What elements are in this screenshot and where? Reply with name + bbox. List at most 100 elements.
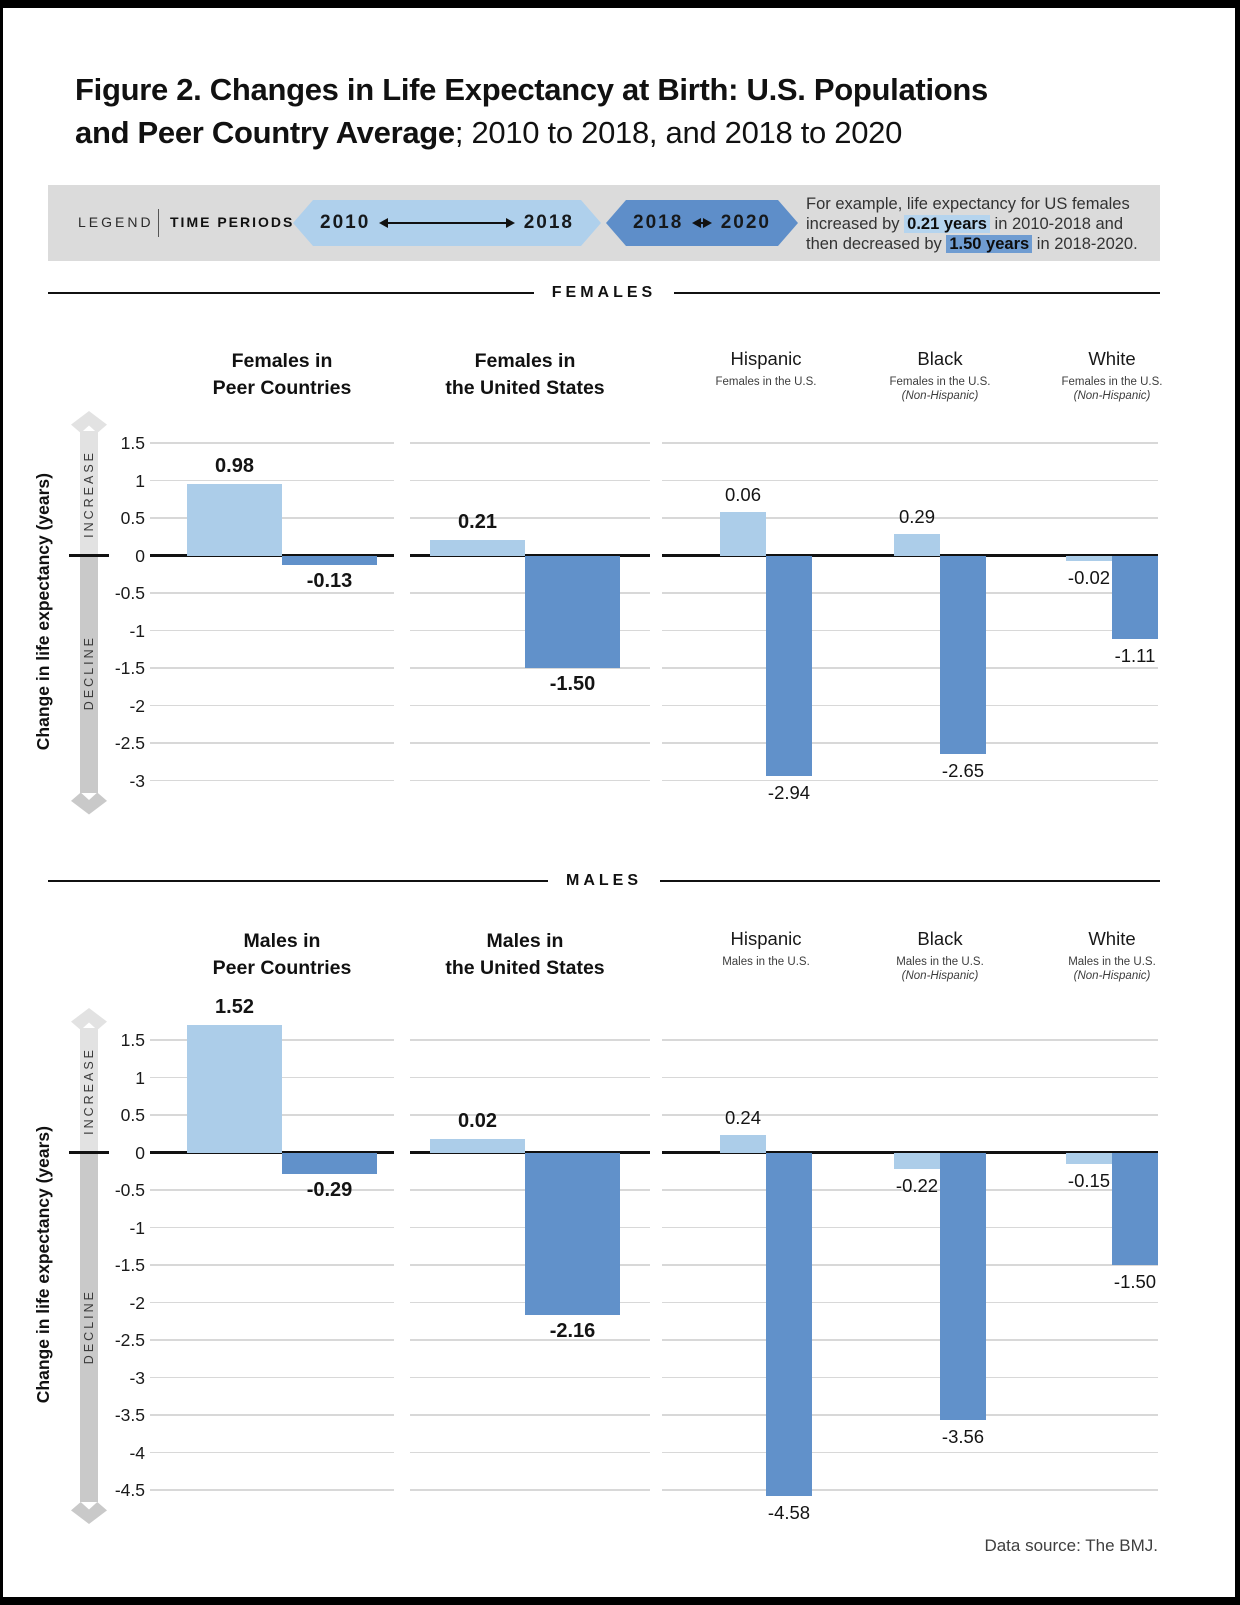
y-tick-label: 1.5: [120, 1030, 145, 1050]
gridline: [150, 1376, 394, 1379]
column-header-subtitle: Males in the U.S.: [1068, 956, 1156, 968]
column-header-subtitle: Females in the U.S.: [715, 376, 817, 388]
figure-title-line1: Figure 2. Changes in Life Expectancy at …: [75, 72, 988, 107]
bar-value-label: -0.22: [895, 1175, 939, 1196]
gridline: [150, 1451, 394, 1454]
divider-line: [48, 879, 548, 883]
gridline: [662, 1339, 1158, 1341]
y-axis-label: Change in life expectancy (years): [32, 473, 53, 751]
column-header: Hispanic Males in the U.S.: [656, 928, 876, 969]
legend-example-text: For example, life expectancy for US fema…: [806, 194, 1158, 254]
females-divider: FEMALES: [48, 282, 1161, 304]
gridline: [410, 1114, 650, 1116]
divider-line: [48, 291, 534, 295]
gridline: [410, 1376, 650, 1379]
column-header: Males in the United States: [415, 928, 635, 982]
column-header-title: Females in: [474, 350, 576, 372]
gridline: [150, 442, 394, 444]
y-tick-label: 0.5: [120, 1105, 145, 1125]
column-header-title: Hispanic: [730, 928, 802, 949]
legend-separator: [158, 209, 159, 237]
bar-value-label: 0.06: [724, 484, 761, 505]
y-tick-label: -2.5: [114, 1330, 145, 1350]
bar-2010-2018: [720, 1134, 766, 1153]
column-header-title: Females in: [231, 350, 333, 372]
y-tick-label: -1.5: [114, 658, 145, 678]
decline-label: DECLINE: [82, 635, 96, 711]
y-tick-label: -0.5: [114, 583, 145, 603]
y-tick-label: -3.5: [114, 1405, 145, 1425]
example-mid: in 2010-2018 and then decreased by: [806, 215, 1123, 253]
bar-2010-2018: [894, 533, 940, 556]
y-tick-label: 1: [135, 470, 145, 491]
column-header-subtitle-2: (Non-Hispanic): [1073, 390, 1151, 402]
gridline: [662, 1264, 1158, 1266]
column-header-subtitle: Females in the U.S.: [1061, 376, 1163, 388]
bar-value-label: -0.15: [1067, 1169, 1111, 1191]
y-tick-label: 0: [135, 545, 145, 566]
bar-value-label: -2.65: [941, 760, 985, 782]
gridline: [410, 517, 650, 519]
gridline: [662, 742, 1158, 744]
gridline: [662, 704, 1158, 707]
column-header-subtitle: Males in the U.S.: [896, 956, 984, 968]
column-header-subtitle-2: (Non-Hispanic): [901, 970, 979, 982]
legend-period-2010-2018: 2010 2018: [293, 200, 601, 246]
bar-value-label: -0.13: [306, 570, 353, 593]
column-header-title: Peer Countries: [212, 377, 352, 399]
gridline: [662, 1489, 1158, 1491]
gridline: [150, 667, 394, 669]
decline-arrowhead-icon: [71, 792, 107, 815]
gridline: [410, 704, 650, 707]
column-header-title: Hispanic: [730, 348, 802, 369]
bar-2018-2020: [766, 1152, 812, 1496]
column-header: Males in Peer Countries: [172, 928, 392, 982]
decline-arrow-segment: [80, 555, 98, 793]
column-header-title: White: [1088, 348, 1136, 369]
males-section-label: MALES: [566, 872, 642, 889]
gridline: [662, 1226, 1158, 1229]
zero-axis-line: [150, 554, 394, 557]
double-arrow-icon: [379, 218, 514, 228]
increase-label: INCREASE: [82, 1047, 96, 1136]
period1-start: 2010: [320, 212, 371, 233]
gridline: [150, 1189, 394, 1191]
gridline: [662, 479, 1158, 482]
zero-tick: [69, 554, 109, 557]
gridline: [150, 1264, 394, 1266]
bar-2018-2020: [282, 555, 377, 566]
gridline: [662, 1376, 1158, 1379]
gridline: [662, 667, 1158, 669]
figure-title-line2-bold: and Peer Country Average: [75, 115, 455, 150]
gridline: [410, 1451, 650, 1454]
bar-2018-2020: [1112, 1152, 1158, 1265]
bar-value-label: -2.16: [549, 1319, 596, 1342]
example-post: in 2018-2020.: [1032, 235, 1138, 253]
gridline: [410, 742, 650, 744]
example-highlight-decrease: 1.50 years: [946, 235, 1033, 253]
y-tick-label: -4.5: [114, 1480, 145, 1500]
bar-2018-2020: [940, 555, 986, 755]
period2-end: 2020: [720, 212, 771, 233]
gridline: [662, 1414, 1158, 1416]
gridline: [410, 779, 650, 782]
y-tick-label: -2.5: [114, 733, 145, 753]
column-header: White Females in the U.S. (Non-Hispanic): [1002, 348, 1222, 403]
period1-end: 2018: [523, 212, 574, 233]
gridline: [662, 1076, 1158, 1079]
males-divider: MALES: [48, 870, 1160, 892]
gridline: [150, 592, 394, 594]
column-header-title: the United States: [445, 957, 605, 979]
y-tick-label: -1: [129, 620, 145, 641]
column-header: Black Males in the U.S. (Non-Hispanic): [830, 928, 1050, 983]
example-pre: For example, life expectancy for US fema…: [806, 195, 1130, 233]
bar-value-label: -4.58: [767, 1502, 811, 1523]
zero-axis-line: [150, 1151, 394, 1154]
bar-2018-2020: [940, 1152, 986, 1420]
gridline: [410, 667, 650, 669]
bar-2010-2018: [894, 1152, 940, 1169]
gridline: [150, 479, 394, 482]
gridline: [150, 1339, 394, 1341]
bar-2010-2018: [187, 484, 282, 556]
